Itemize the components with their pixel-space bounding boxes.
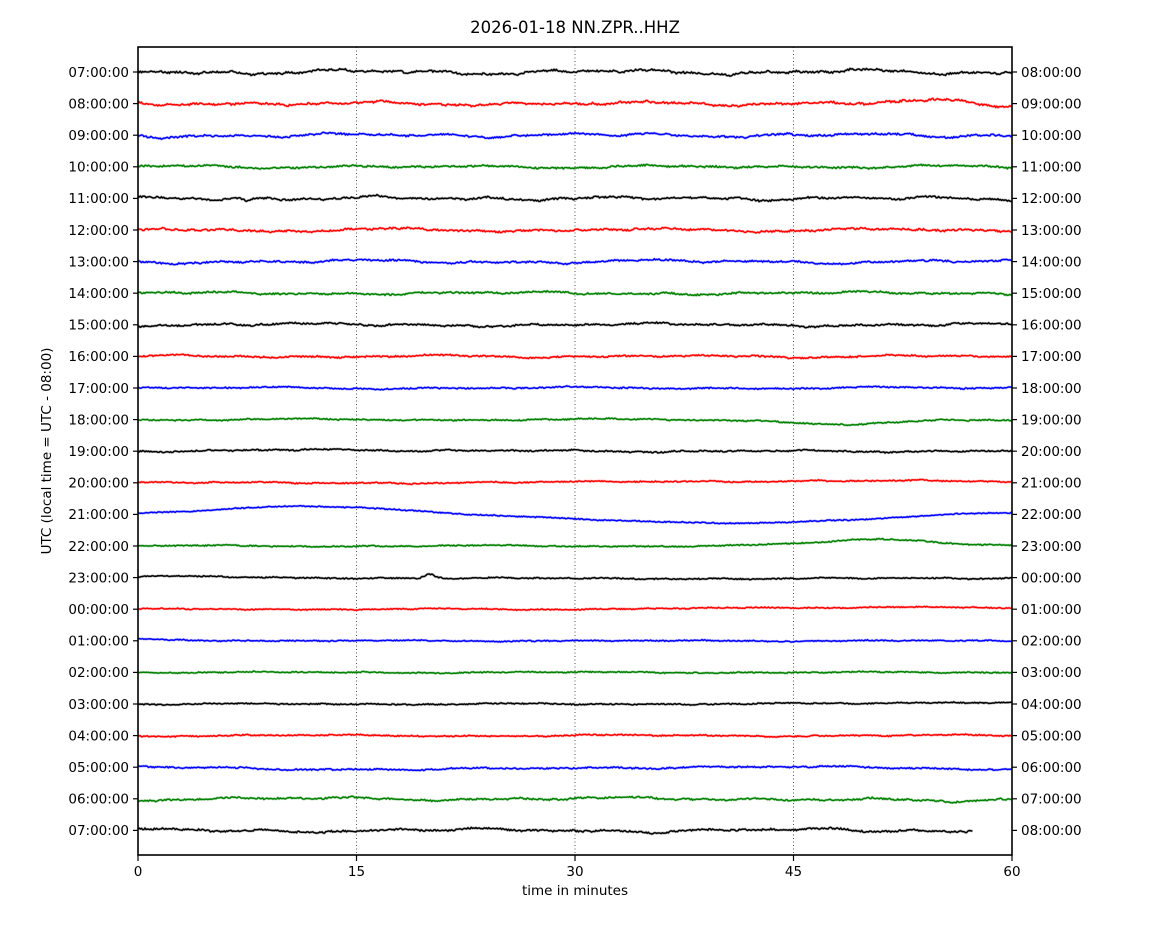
- trace-row-10: [137, 385, 1013, 391]
- left-time-label-row-16: 23:00:00: [68, 570, 129, 586]
- trace-row-18: [137, 637, 1013, 643]
- left-time-label-row-6: 13:00:00: [68, 254, 129, 270]
- left-time-label-row-17: 00:00:00: [68, 602, 129, 618]
- left-time-label-row-13: 20:00:00: [68, 476, 129, 492]
- right-time-label-row-21: 05:00:00: [1021, 728, 1082, 744]
- trace-row-15: [137, 537, 1013, 548]
- trace-row-1: [137, 97, 1013, 109]
- trace-row-23: [137, 795, 1013, 804]
- right-time-label-row-17: 01:00:00: [1021, 602, 1082, 618]
- right-time-label-row-2: 10:00:00: [1021, 128, 1082, 144]
- left-time-label-row-1: 08:00:00: [68, 96, 129, 112]
- right-time-label-row-13: 21:00:00: [1021, 476, 1082, 492]
- right-time-label-row-5: 13:00:00: [1021, 223, 1082, 239]
- trace-row-5: [137, 226, 1013, 234]
- x-tick-label-30: 30: [566, 864, 583, 880]
- left-time-label-row-10: 17:00:00: [68, 381, 129, 397]
- left-time-label-row-18: 01:00:00: [68, 634, 129, 650]
- right-time-label-row-16: 00:00:00: [1021, 570, 1082, 586]
- left-time-label-row-20: 03:00:00: [68, 697, 129, 713]
- right-time-label-row-22: 06:00:00: [1021, 760, 1082, 776]
- left-time-label-row-2: 09:00:00: [68, 128, 129, 144]
- left-time-label-row-3: 10:00:00: [68, 160, 129, 176]
- plot-title: 2026-01-18 NN.ZPR..HHZ: [470, 18, 680, 37]
- left-time-label-row-22: 05:00:00: [68, 760, 129, 776]
- left-time-label-row-19: 02:00:00: [68, 665, 129, 681]
- y-axis-label: UTC (local time = UTC - 08:00): [39, 347, 55, 555]
- trace-row-16: [137, 573, 1013, 581]
- right-time-label-row-6: 14:00:00: [1021, 254, 1082, 270]
- right-time-label-row-1: 09:00:00: [1021, 96, 1082, 112]
- x-axis-label: time in minutes: [521, 883, 629, 899]
- left-time-label-row-23: 06:00:00: [68, 792, 129, 808]
- right-time-label-row-20: 04:00:00: [1021, 697, 1082, 713]
- trace-row-19: [137, 670, 1013, 675]
- left-time-label-row-4: 11:00:00: [68, 191, 129, 207]
- trace-row-11: [137, 417, 1013, 427]
- left-time-label-row-21: 04:00:00: [68, 728, 129, 744]
- trace-fuzz-row-14: [137, 504, 1013, 526]
- right-time-label-row-0: 08:00:00: [1021, 65, 1082, 81]
- left-time-label-row-8: 15:00:00: [68, 318, 129, 334]
- trace-row-17: [137, 605, 1013, 612]
- right-time-label-row-3: 11:00:00: [1021, 160, 1082, 176]
- trace-row-20: [137, 701, 1012, 706]
- right-time-label-row-8: 16:00:00: [1021, 318, 1082, 334]
- right-time-label-row-11: 19:00:00: [1021, 412, 1082, 428]
- right-time-label-row-7: 15:00:00: [1021, 286, 1082, 302]
- x-tick-label-0: 0: [134, 864, 143, 880]
- right-time-label-row-9: 17:00:00: [1021, 349, 1082, 365]
- trace-row-0: [137, 67, 1013, 77]
- left-time-label-row-11: 18:00:00: [68, 412, 129, 428]
- trace-row-22: [137, 764, 1013, 772]
- trace-row-6: [137, 258, 1013, 266]
- right-time-label-row-12: 20:00:00: [1021, 444, 1082, 460]
- right-time-label-row-24: 08:00:00: [1021, 823, 1082, 839]
- right-time-label-row-15: 23:00:00: [1021, 539, 1082, 555]
- left-time-label-row-9: 16:00:00: [68, 349, 129, 365]
- trace-row-4: [137, 193, 1013, 203]
- trace-row-7: [137, 290, 1013, 297]
- trace-row-14: [137, 504, 1013, 525]
- left-time-label-row-7: 14:00:00: [68, 286, 129, 302]
- trace-row-24: [137, 826, 973, 835]
- right-time-label-row-4: 12:00:00: [1021, 191, 1082, 207]
- left-time-label-row-12: 19:00:00: [68, 444, 129, 460]
- x-tick-label-45: 45: [785, 864, 802, 880]
- right-time-label-row-10: 18:00:00: [1021, 381, 1082, 397]
- left-time-label-row-24: 07:00:00: [68, 823, 129, 839]
- trace-row-9: [137, 353, 1013, 360]
- x-tick-label-60: 60: [1003, 864, 1020, 880]
- x-tick-label-15: 15: [348, 864, 365, 880]
- trace-row-3: [137, 163, 1013, 170]
- trace-row-2: [137, 131, 1013, 140]
- trace-row-13: [137, 478, 1013, 486]
- right-time-label-row-23: 07:00:00: [1021, 792, 1082, 808]
- trace-row-21: [137, 733, 1013, 738]
- left-time-label-row-14: 21:00:00: [68, 507, 129, 523]
- left-time-label-row-15: 22:00:00: [68, 539, 129, 555]
- left-time-label-row-0: 07:00:00: [68, 65, 129, 81]
- right-time-label-row-18: 02:00:00: [1021, 634, 1082, 650]
- right-time-label-row-19: 03:00:00: [1021, 665, 1082, 681]
- right-time-label-row-14: 22:00:00: [1021, 507, 1082, 523]
- left-time-label-row-5: 12:00:00: [68, 223, 129, 239]
- trace-row-8: [137, 321, 1013, 329]
- trace-row-12: [137, 447, 1013, 454]
